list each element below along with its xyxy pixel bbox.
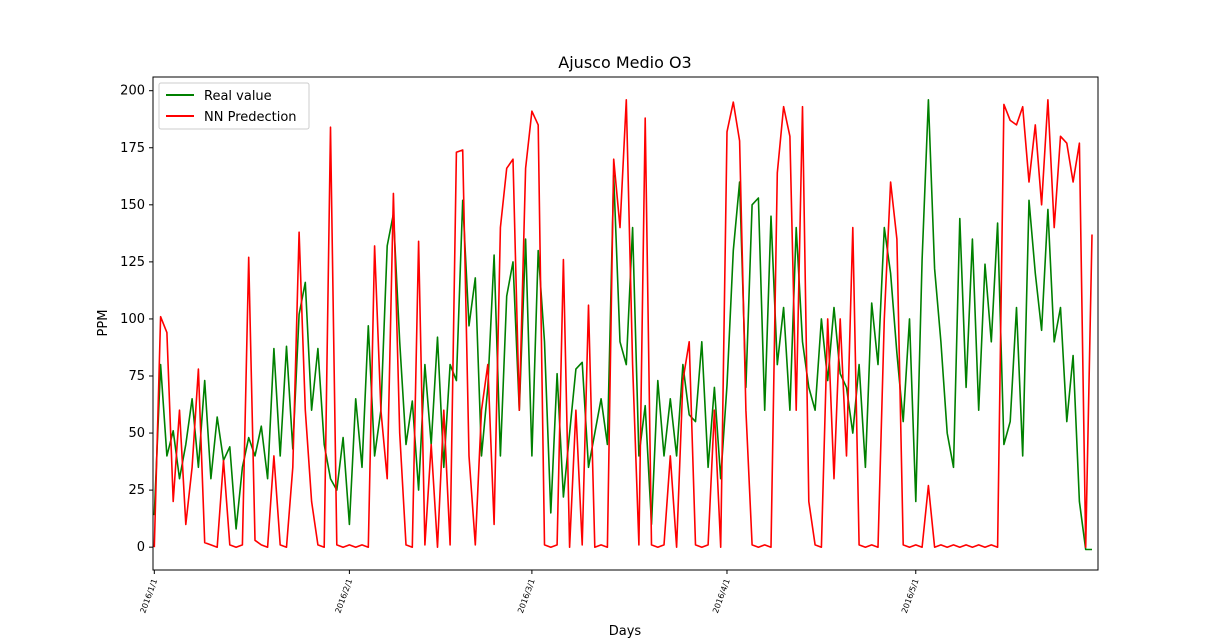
y-tick-label: 175 <box>120 141 145 156</box>
y-axis-label: PPM <box>96 310 111 337</box>
y-tick-label: 25 <box>128 483 145 498</box>
y-tick-label: 100 <box>120 312 145 327</box>
y-tick-label: 50 <box>128 426 145 441</box>
legend-box <box>158 82 310 130</box>
y-tick-label: 200 <box>120 84 145 99</box>
series-layer <box>153 99 1093 551</box>
x-axis-label: Days <box>609 624 642 639</box>
series-line-real-value <box>153 99 1092 551</box>
y-axis: 0 25 50 75 100 125 150 175 200 <box>120 84 153 555</box>
chart-title: Ajusco Medio O3 <box>558 53 691 72</box>
x-tick-label: 2016/5/1 <box>900 578 921 615</box>
legend: Real value NN Predection <box>158 82 310 130</box>
plot-area <box>152 76 1099 571</box>
series-line-nn-prediction <box>153 99 1093 548</box>
x-tick-label: 2016/2/1 <box>334 578 355 615</box>
legend-label-real-value: Real value <box>204 89 272 104</box>
y-tick-label: 75 <box>128 369 145 384</box>
x-tick-label: 2016/3/1 <box>516 578 537 615</box>
y-tick-label: 125 <box>120 255 145 270</box>
x-tick-label: 2016/4/1 <box>711 578 732 615</box>
plot-frame <box>152 76 1099 571</box>
y-tick-label: 150 <box>120 198 145 213</box>
legend-label-nn-prediction: NN Predection <box>204 110 297 125</box>
x-axis: 2016/1/1 2016/2/1 2016/3/1 2016/4/1 2016/5/1 <box>138 570 921 615</box>
y-tick-label: 0 <box>137 540 145 555</box>
x-tick-label: 2016/1/1 <box>138 578 159 615</box>
